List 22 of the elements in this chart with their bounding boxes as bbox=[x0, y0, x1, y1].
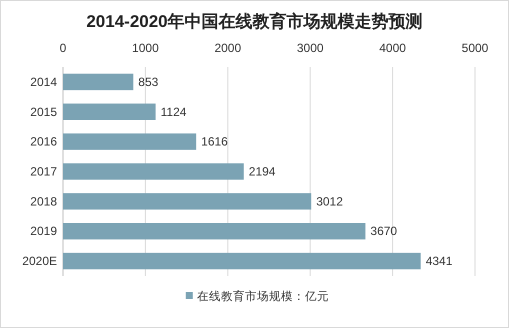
x-tick-label: 1000 bbox=[132, 41, 160, 55]
data-label: 3012 bbox=[316, 194, 344, 208]
data-label: 2194 bbox=[248, 164, 276, 178]
data-label: 3670 bbox=[370, 224, 398, 238]
data-label: 4341 bbox=[426, 254, 453, 268]
y-tick-label: 2015 bbox=[30, 104, 58, 119]
y-tick-label: 2020E bbox=[22, 254, 57, 268]
x-tick-label: 5000 bbox=[462, 41, 489, 55]
data-label: 1124 bbox=[160, 104, 187, 119]
y-tick-label: 2017 bbox=[30, 164, 58, 178]
x-tick-label: 0 bbox=[60, 41, 67, 55]
x-tick-label: 3000 bbox=[296, 41, 324, 55]
title: 2014-2020年中国在线教育市场规模走势预测 bbox=[86, 12, 423, 31]
x-tick-label: 2000 bbox=[214, 41, 242, 55]
y-tick-label: 2016 bbox=[30, 134, 58, 149]
y-tick-label: 2019 bbox=[30, 224, 58, 238]
data-label: 1616 bbox=[201, 134, 228, 149]
data-label: 853 bbox=[138, 74, 159, 89]
y-tick-label: 2014 bbox=[30, 74, 58, 89]
x-tick-label: 4000 bbox=[379, 41, 406, 55]
legend-label: 在线教育市场规模：亿元 bbox=[196, 289, 329, 303]
y-tick-label: 2018 bbox=[30, 194, 58, 208]
